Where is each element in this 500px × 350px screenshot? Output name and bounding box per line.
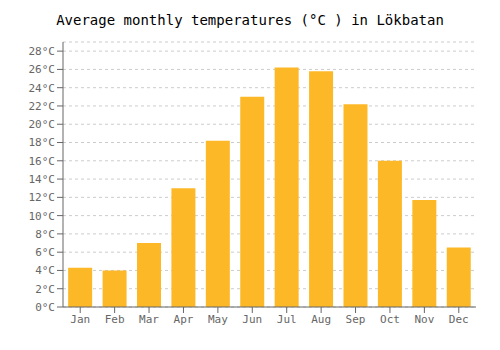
svg-text:12°C: 12°C — [29, 191, 56, 204]
svg-text:Apr: Apr — [174, 313, 194, 326]
svg-text:16°C: 16°C — [29, 155, 56, 168]
svg-text:8°C: 8°C — [35, 228, 55, 241]
svg-text:Sep: Sep — [346, 313, 366, 326]
svg-text:22°C: 22°C — [29, 100, 56, 113]
svg-text:Mar: Mar — [139, 313, 159, 326]
svg-text:24°C: 24°C — [29, 82, 56, 95]
html-text:Average monthly temperatures (: Average monthly temperatures (°C ) in Lö… — [56, 12, 444, 28]
svg-text:4°C: 4°C — [35, 264, 55, 277]
svg-text:Feb: Feb — [105, 313, 125, 326]
svg-text:26°C: 26°C — [29, 63, 56, 76]
svg-text:2°C: 2°C — [35, 283, 55, 296]
svg-text:Jan: Jan — [70, 313, 90, 326]
svg-text:Jun: Jun — [242, 313, 262, 326]
svg-text:Dec: Dec — [449, 313, 469, 326]
svg-text:0°C: 0°C — [35, 301, 55, 314]
svg-text:28°C: 28°C — [29, 45, 56, 58]
svg-text:May: May — [208, 313, 228, 326]
svg-text:Jul: Jul — [277, 313, 297, 326]
svg-text:10°C: 10°C — [29, 210, 56, 223]
svg-text:Nov: Nov — [414, 313, 434, 326]
svg-text:20°C: 20°C — [29, 118, 56, 131]
svg-text:6°C: 6°C — [35, 246, 55, 259]
svg-text:Aug: Aug — [311, 313, 331, 326]
svg-text:Oct: Oct — [380, 313, 400, 326]
svg-text:14°C: 14°C — [29, 173, 56, 186]
svg-text:18°C: 18°C — [29, 136, 56, 149]
